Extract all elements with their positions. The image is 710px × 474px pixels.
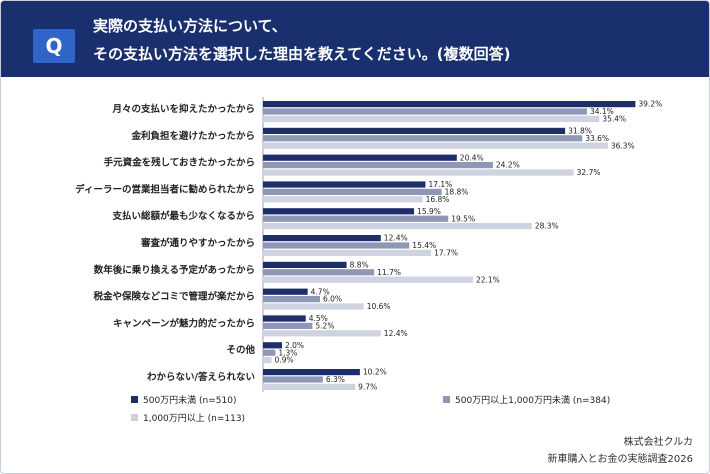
bar xyxy=(263,196,423,203)
bar-value-label: 10.6% xyxy=(367,302,391,311)
bar-value-label: 6.0% xyxy=(323,295,342,304)
bar xyxy=(263,349,276,356)
bar-value-label: 20.4% xyxy=(460,153,484,162)
bar-value-label: 15.9% xyxy=(417,207,441,216)
bar-value-label: 9.7% xyxy=(358,383,377,392)
question-header: Q 実際の支払い方法について、 その支払い方法を選択した理由を教えてください。(… xyxy=(1,1,709,77)
bar xyxy=(263,115,600,122)
bar-value-label: 35.4% xyxy=(602,115,626,124)
bar xyxy=(263,383,356,390)
bar xyxy=(263,242,410,249)
bar xyxy=(263,369,360,376)
legend-label: 500万円未満 (n=510) xyxy=(143,394,237,406)
legend-label: 500万円以上1,000万円未満 (n=384) xyxy=(455,394,610,406)
category-label: 支払い総額が最も少なくなるから xyxy=(111,210,255,222)
legend-label: 1,000万円以上 (n=113) xyxy=(143,413,245,424)
bar xyxy=(263,223,532,230)
bar-value-label: 39.2% xyxy=(638,100,662,109)
bar xyxy=(263,330,381,337)
bar-value-label: 31.8% xyxy=(568,127,592,136)
bar-value-label: 10.2% xyxy=(363,368,387,377)
category-label: キャンペーンが魅力的だったから xyxy=(113,317,255,329)
bar-value-label: 19.5% xyxy=(451,214,475,223)
legend-swatch xyxy=(131,396,138,403)
bar xyxy=(263,342,282,349)
category-label: 手元資金を残しておきたかったから xyxy=(104,157,255,169)
category-label: その他 xyxy=(226,344,255,356)
bar-value-label: 12.4% xyxy=(384,329,408,338)
bar xyxy=(263,135,583,142)
bar xyxy=(263,357,272,364)
category-label: ディーラーの営業担当者に勧められたから xyxy=(75,183,255,195)
bar xyxy=(263,188,442,195)
bar-value-label: 2.0% xyxy=(285,341,304,350)
bar xyxy=(263,127,566,134)
bar-value-label: 12.4% xyxy=(384,234,408,243)
question-badge: Q xyxy=(33,29,75,63)
bar xyxy=(263,208,415,215)
bar xyxy=(263,322,313,329)
bar-value-label: 6.3% xyxy=(326,375,345,384)
bar xyxy=(263,288,308,295)
bar-value-label: 32.7% xyxy=(577,168,601,177)
bar-value-label: 17.7% xyxy=(434,249,458,258)
bar-value-label: 18.8% xyxy=(445,188,469,197)
bar-value-label: 5.2% xyxy=(315,322,334,331)
bar-value-label: 1.3% xyxy=(278,348,297,357)
category-label: 金利負担を避けたかったから xyxy=(130,130,255,142)
bar xyxy=(263,269,375,276)
bar-value-label: 34.1% xyxy=(590,107,614,116)
bar xyxy=(263,315,306,322)
bar xyxy=(263,154,457,161)
footer-company: 株式会社クルカ xyxy=(623,437,693,448)
legend-swatch xyxy=(443,396,450,403)
bar-value-label: 15.4% xyxy=(412,241,436,250)
question-title-line-1: 実際の支払い方法について、 xyxy=(93,17,287,35)
bar-value-label: 11.7% xyxy=(377,268,401,277)
bar xyxy=(263,249,432,256)
bar xyxy=(263,215,449,222)
bar-value-label: 36.3% xyxy=(611,141,635,150)
bar-value-label: 24.2% xyxy=(496,161,520,170)
bar xyxy=(263,235,381,242)
footer-survey-name: 新車購入とお金の実態調査2026 xyxy=(547,454,693,465)
bar-value-label: 33.6% xyxy=(585,134,609,143)
bar-value-label: 28.3% xyxy=(535,222,559,231)
bar xyxy=(263,181,426,188)
bar-value-label: 17.1% xyxy=(428,180,452,189)
bar xyxy=(263,296,320,303)
bar-value-label: 22.1% xyxy=(476,275,500,284)
category-label: わからない/答えられない xyxy=(147,371,255,383)
legend-swatch xyxy=(131,414,138,421)
bar xyxy=(263,261,347,268)
category-label: 月々の支払いを抑えたかったから xyxy=(111,103,255,115)
bar-value-label: 0.9% xyxy=(275,356,294,365)
category-label: 数年後に乗り換える予定があったから xyxy=(93,264,255,276)
bar-value-label: 4.5% xyxy=(309,314,328,323)
category-label: 税金や保険などコミで管理が楽だから xyxy=(93,291,255,303)
question-title-line-2: その支払い方法を選択した理由を教えてください。(複数回答) xyxy=(93,45,511,63)
bar-value-label: 8.8% xyxy=(350,261,369,270)
bar xyxy=(263,169,574,176)
bar xyxy=(263,303,364,310)
bar-value-label: 4.7% xyxy=(311,287,330,296)
bar-value-label: 16.8% xyxy=(426,195,450,204)
bar xyxy=(263,108,587,115)
bar xyxy=(263,101,636,108)
bar xyxy=(263,276,473,283)
bar xyxy=(263,142,608,149)
category-label: 審査が通りやすかったから xyxy=(140,237,255,249)
bar xyxy=(263,162,493,169)
bar xyxy=(263,376,323,383)
